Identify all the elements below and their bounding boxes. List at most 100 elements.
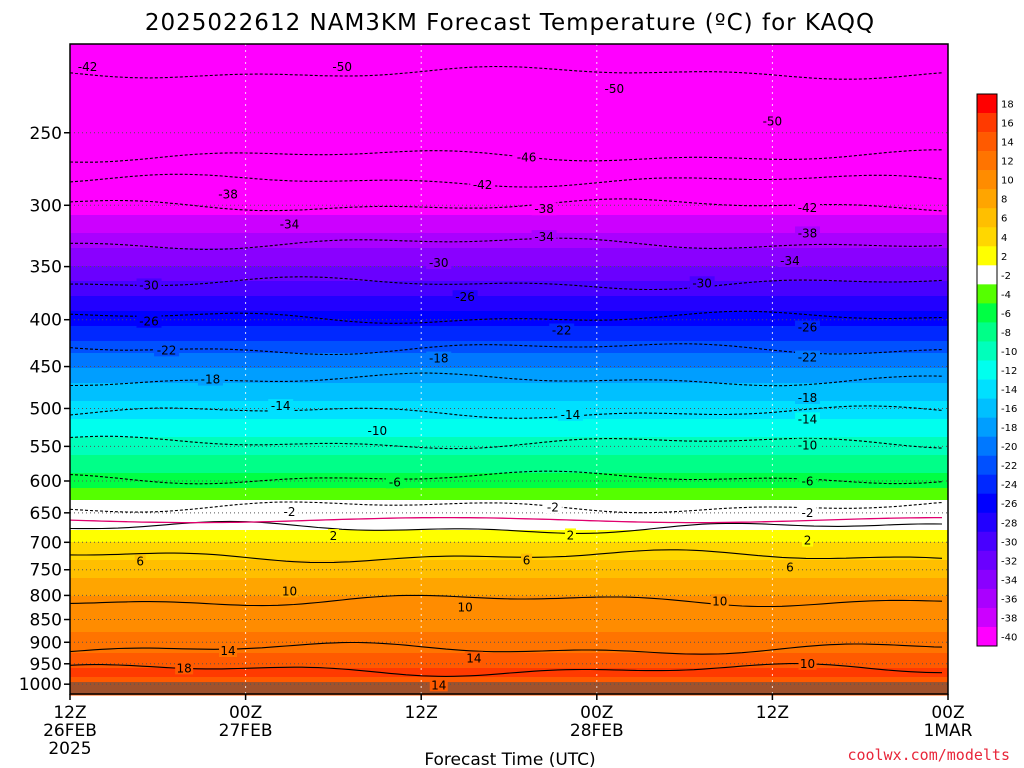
colorbar: 18 16 14 12 10 8 6 4 2 -2 -4 -6 -8 -10 -12 -14 -16 -18 -20… [976, 93, 1017, 647]
fill-band [70, 584, 948, 588]
contour-label-bg [429, 678, 448, 692]
contour-label-bg [514, 150, 540, 164]
fill-band [70, 341, 948, 345]
fill-band [70, 479, 948, 483]
fill-band [70, 251, 948, 255]
isotherm-line [69, 470, 943, 485]
fill-band [70, 242, 948, 246]
x-tick-label: 00Z [931, 703, 964, 723]
colorbar-swatch [977, 265, 997, 285]
fill-band [70, 104, 948, 108]
fill-band [70, 377, 948, 381]
fill-band [70, 518, 948, 522]
fill-band [70, 539, 948, 543]
contour-label-text: -14 [798, 412, 818, 426]
fill-band [70, 578, 948, 582]
contour-label: -26 [136, 314, 162, 329]
contour-label-text: -42 [798, 201, 818, 215]
contour-label: -42 [795, 200, 821, 215]
contour-label-bg [136, 314, 162, 328]
contour-label-bg [456, 600, 475, 614]
colorbar-swatch [977, 208, 997, 228]
fill-band [70, 281, 948, 285]
fill-band [70, 59, 948, 63]
contour-label-bg [795, 438, 821, 452]
fill-band [70, 200, 948, 204]
fill-band [70, 383, 948, 387]
fill-band [70, 50, 948, 54]
colorbar-label: -22 [1001, 461, 1017, 472]
fill-band [70, 353, 948, 357]
fill-band [70, 143, 948, 147]
contour-labels: -42 -50 -50 -50 -46 -42 -42 -38 -38 -38 -34 -34 -34 -… [75, 60, 821, 692]
isotherm-line [69, 520, 943, 534]
contour-label-bg [280, 584, 299, 598]
contour-label-bg [689, 276, 715, 290]
fill-band [70, 302, 948, 306]
contour-label: 14 [219, 644, 238, 658]
contour-label-text: 10 [282, 584, 297, 598]
contour-label-bg [329, 60, 355, 74]
fill-band [70, 656, 948, 660]
contour-label: -46 [514, 150, 540, 164]
fill-band [70, 317, 948, 321]
fill-band [70, 392, 948, 396]
contour-label-text: -30 [429, 256, 449, 270]
fill-band [70, 452, 948, 456]
fill-band [70, 98, 948, 102]
fill-band [70, 605, 948, 609]
credit-text: coolwx.com/modelts [847, 746, 1010, 764]
fill-band [70, 491, 948, 495]
contour-label-bg [759, 114, 785, 128]
contour-label: 6 [784, 560, 796, 575]
fill-band [70, 206, 948, 210]
y-tick-label: 400 [30, 311, 62, 331]
isotherm-line [69, 501, 943, 514]
fill-band [70, 389, 948, 393]
contour-label-text: -42 [473, 178, 493, 192]
fill-band [70, 401, 948, 405]
fill-band [70, 125, 948, 129]
contour-label: 6 [134, 554, 146, 569]
ground-band [70, 682, 948, 694]
contour-label-bg [802, 533, 814, 547]
x-tick-label: 00Z [229, 703, 262, 723]
colorbar-swatch [977, 607, 997, 628]
contour-label-text: 2 [330, 529, 338, 543]
fill-band [70, 362, 948, 366]
contour-label-bg [795, 320, 821, 334]
colorbar-swatch [977, 550, 997, 571]
fill-band [70, 422, 948, 426]
contour-label-bg [795, 390, 821, 404]
fill-band [70, 431, 948, 435]
fill-band [70, 74, 948, 78]
contour-label-text: 2 [804, 534, 812, 548]
fill-band [70, 446, 948, 450]
contour-label: -14 [795, 412, 821, 426]
isotherm-line [69, 663, 943, 677]
colorbar-swatch [977, 436, 997, 456]
fill-band [70, 677, 948, 681]
y-tick-label: 1000 [19, 675, 62, 695]
contour-label-text: -34 [780, 254, 800, 268]
colorbar-label: 12 [1001, 157, 1014, 168]
x-tick-date: 28FEB [570, 721, 624, 741]
colorbar-swatch [977, 170, 997, 190]
fill-band [70, 386, 948, 390]
contour-label: -14 [557, 407, 583, 422]
fill-band [70, 458, 948, 462]
colorbar-label: 8 [1001, 195, 1007, 206]
ground-layer [70, 682, 948, 694]
fill-band [70, 497, 948, 501]
colorbar-label: -8 [1001, 328, 1011, 339]
fill-band [70, 449, 948, 453]
fill-band [70, 230, 948, 234]
colorbar-label: -12 [1001, 366, 1017, 377]
fill-band [70, 434, 948, 438]
fill-band [70, 44, 948, 48]
fill-band [70, 371, 948, 375]
fill-band [70, 260, 948, 264]
colorbar-label: -40 [1001, 632, 1017, 643]
contour-label-bg [543, 500, 562, 514]
